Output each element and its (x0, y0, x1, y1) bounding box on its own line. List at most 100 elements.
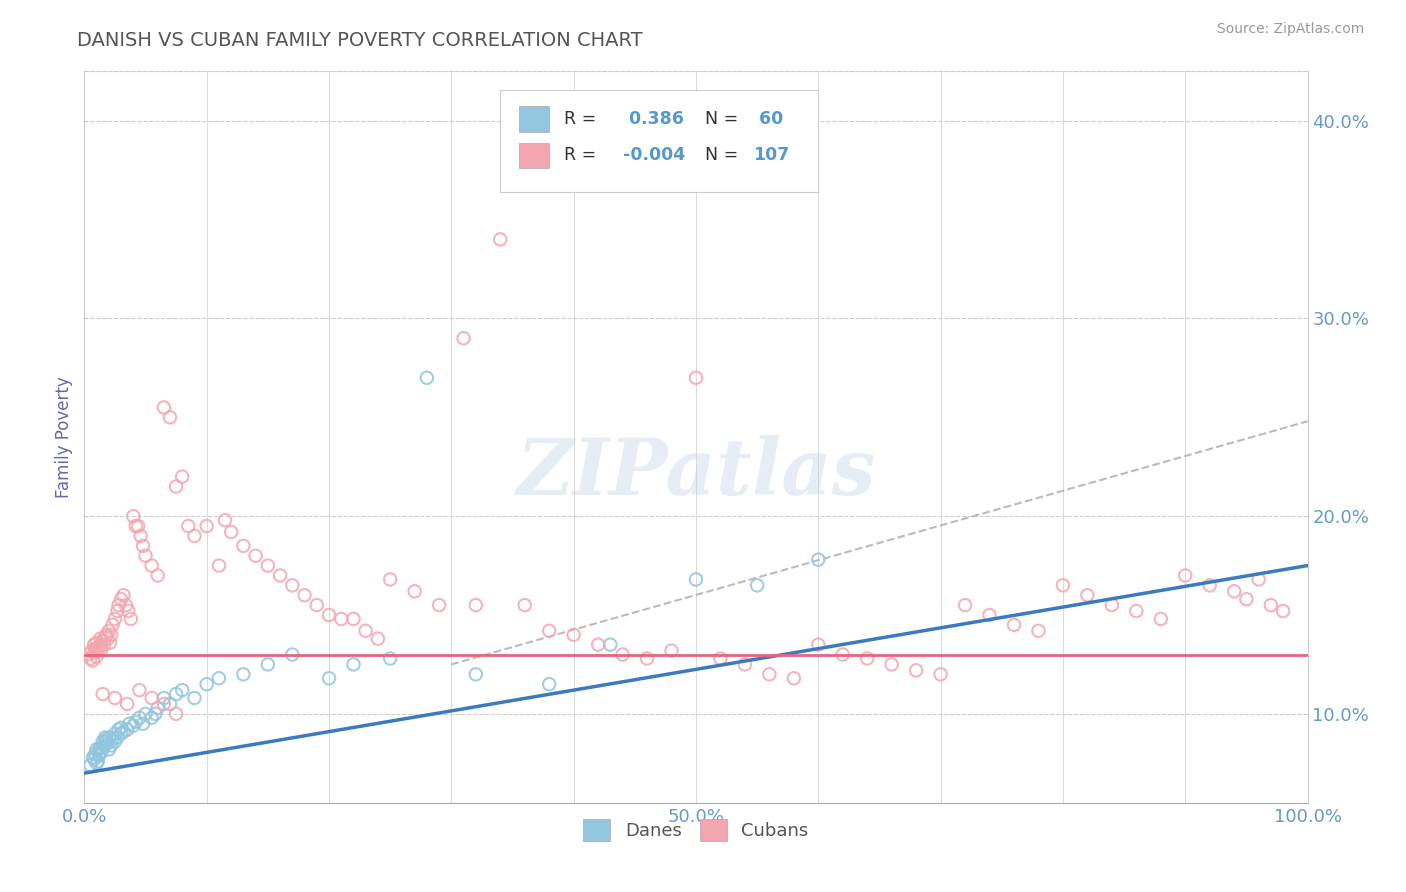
Point (856, 651, 879, 665)
Point (709, 651, 731, 665)
Point (1076, 588, 1098, 602)
Point (159, 410, 181, 425)
Point (125, 714, 148, 729)
Point (96, 732, 118, 747)
Point (380, 651, 402, 665)
Point (661, 643, 683, 657)
Point (146, 701, 169, 715)
Point (132, 539, 155, 553)
FancyBboxPatch shape (501, 90, 818, 192)
Text: N =: N = (704, 110, 744, 128)
Point (141, 691, 163, 706)
Point (97, 624, 120, 638)
Point (87, 754, 110, 768)
Point (165, 687, 187, 701)
Point (97, 731, 120, 745)
Point (101, 732, 124, 747)
Point (342, 612, 364, 626)
Point (87, 742, 110, 756)
Point (104, 612, 127, 626)
Point (94, 734, 117, 748)
Point (117, 604, 139, 618)
Point (599, 638, 621, 652)
Point (1174, 568, 1197, 582)
Point (129, 529, 152, 543)
Point (87, 643, 110, 657)
Point (91, 734, 114, 748)
Point (195, 677, 218, 691)
Point (807, 552, 830, 566)
Point (104, 691, 127, 706)
Point (104, 734, 127, 748)
Point (96, 628, 118, 642)
Point (118, 716, 141, 731)
Point (84, 641, 107, 656)
Point (127, 519, 149, 533)
Point (87, 640, 110, 654)
Point (97, 742, 120, 756)
Point (122, 509, 145, 524)
Point (86, 635, 108, 649)
Point (880, 657, 903, 672)
Point (1272, 604, 1295, 618)
Point (929, 667, 952, 681)
Point (979, 607, 1001, 622)
Point (89, 747, 111, 761)
Point (153, 401, 176, 415)
Point (165, 479, 187, 493)
Point (83, 752, 105, 766)
Point (538, 677, 561, 691)
Point (112, 588, 135, 602)
Point (165, 706, 187, 721)
Point (77, 648, 100, 662)
Point (153, 691, 176, 706)
Point (208, 671, 231, 685)
Point (135, 549, 157, 563)
Text: ZIPatlas: ZIPatlas (516, 435, 876, 512)
Point (416, 371, 439, 385)
Point (747, 578, 769, 592)
Point (143, 706, 166, 721)
Text: 107: 107 (754, 146, 790, 164)
Point (82, 750, 104, 764)
Point (172, 469, 194, 483)
Point (97, 737, 120, 751)
Text: 60: 60 (754, 110, 783, 128)
Point (1247, 573, 1270, 587)
Point (115, 697, 138, 711)
Point (1101, 598, 1123, 612)
Point (232, 667, 254, 681)
Point (831, 648, 853, 662)
Point (97, 632, 120, 646)
Point (80, 643, 103, 657)
Point (1150, 612, 1173, 626)
Point (101, 618, 124, 632)
Text: Source: ZipAtlas.com: Source: ZipAtlas.com (1216, 22, 1364, 37)
Point (89, 740, 111, 755)
Point (245, 549, 267, 563)
Point (115, 723, 138, 737)
Point (586, 638, 609, 652)
Point (612, 648, 634, 662)
Point (183, 529, 205, 543)
Point (110, 592, 132, 607)
Point (562, 628, 585, 642)
Point (86, 742, 108, 756)
Point (98, 635, 121, 649)
Point (195, 519, 218, 533)
Point (105, 731, 128, 745)
Point (1052, 578, 1074, 592)
Point (172, 683, 194, 698)
Point (305, 598, 328, 612)
Point (135, 706, 157, 721)
Text: 0.386: 0.386 (623, 110, 683, 128)
Text: R =: R = (564, 110, 602, 128)
Point (1236, 592, 1258, 607)
Point (330, 612, 353, 626)
Point (427, 598, 450, 612)
FancyBboxPatch shape (519, 143, 550, 169)
Point (1028, 624, 1050, 638)
Point (294, 588, 316, 602)
Text: N =: N = (704, 146, 744, 164)
Point (159, 697, 181, 711)
